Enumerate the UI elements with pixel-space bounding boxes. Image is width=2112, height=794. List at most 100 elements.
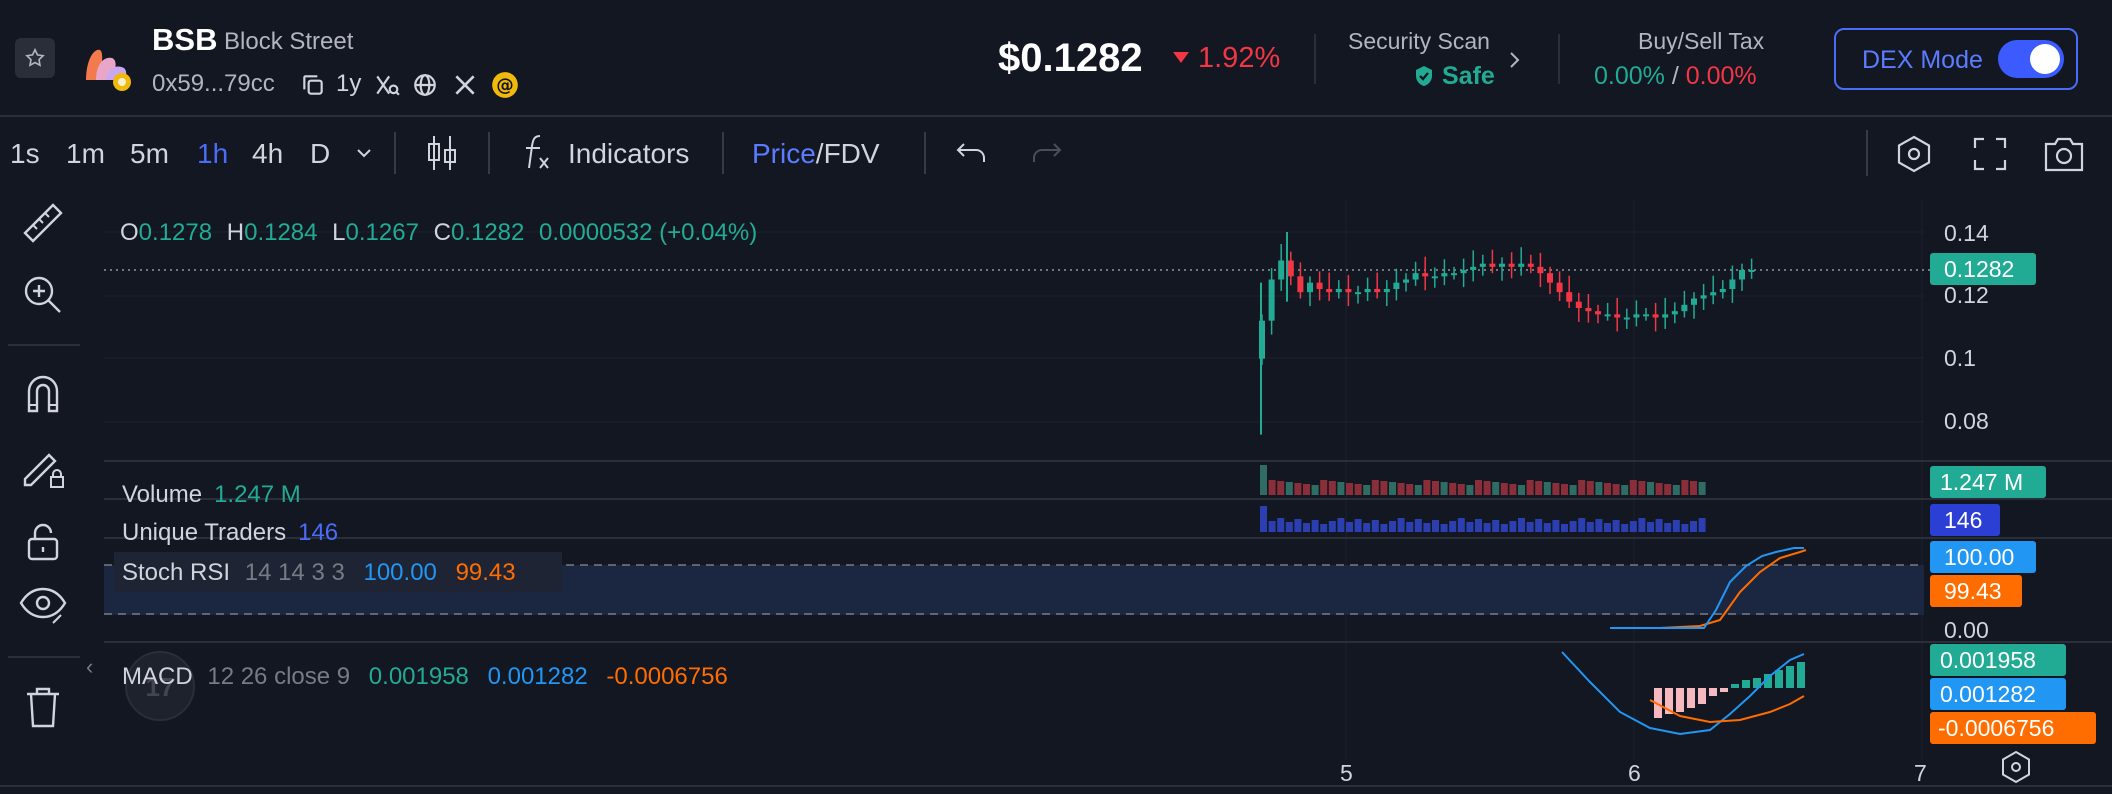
candle-body [1662, 314, 1669, 318]
volume-bar [1690, 481, 1697, 495]
volume-bar [1535, 481, 1543, 495]
tax-separator: / [1671, 62, 1679, 90]
interval-4h[interactable]: 4h [252, 138, 284, 169]
trash-icon[interactable] [16, 680, 70, 734]
volume-bar [1423, 480, 1431, 495]
price-chart[interactable]: O0.1278 H0.1284 L0.1267 C0.1282 0.000053… [0, 190, 2112, 794]
chevron-down-icon[interactable] [354, 146, 374, 165]
divider [488, 132, 490, 174]
favorite-button[interactable] [15, 38, 55, 78]
high-value: 0.1284 [244, 219, 317, 246]
candle-body [1297, 276, 1304, 293]
x-twitter-icon[interactable] [450, 70, 480, 100]
token-age: 1y [336, 70, 362, 97]
eye-icon[interactable] [16, 578, 70, 632]
candle-body [1470, 266, 1477, 270]
sell-tax: 0.00% [1685, 62, 1757, 90]
redo-icon[interactable] [1030, 138, 1064, 173]
volume-bar [1328, 481, 1336, 495]
traders-bar [1397, 518, 1405, 532]
price-option[interactable]: Price [752, 138, 816, 169]
interval-1m[interactable]: 1m [66, 138, 105, 169]
interval-1h[interactable]: 1h [197, 138, 229, 169]
price-badge [1930, 253, 2036, 285]
collapse-toolbar-icon[interactable]: ‹ [86, 654, 94, 679]
lock-drawing-icon[interactable] [16, 440, 70, 494]
traders-bar [1432, 520, 1439, 532]
indicators-button[interactable]: Indicators [568, 138, 690, 169]
stoch-label: Stoch RSI [122, 559, 230, 586]
divider [1558, 34, 1560, 84]
traders-bar [1268, 521, 1276, 532]
token-logo [80, 40, 132, 92]
stoch-d-value: 99.43 [456, 559, 516, 586]
unlock-icon[interactable] [16, 514, 70, 568]
stoch-k-line [1610, 547, 1804, 629]
buy-tax: 0.00% [1594, 62, 1665, 90]
traders-bar [1664, 523, 1672, 532]
tradingview-logo [125, 651, 195, 721]
macd-hist-bar [1764, 674, 1772, 688]
camera-icon[interactable] [2042, 134, 2086, 179]
volume-bar [1363, 485, 1371, 495]
price-fdv-switch[interactable]: Price/FDV [752, 138, 880, 170]
volume-bar [1698, 482, 1706, 495]
copy-icon[interactable] [298, 70, 328, 100]
volume-bar [1629, 480, 1637, 495]
candle-body [1595, 311, 1601, 315]
dex-toggle-switch[interactable] [1998, 40, 2064, 78]
low-value: 0.1267 [346, 219, 419, 246]
time-tick: 6 [1628, 760, 1641, 786]
traders-bar [1569, 521, 1577, 532]
price-change: 1.92% [1198, 42, 1281, 74]
traders-bar [1371, 520, 1379, 532]
volume-bar [1664, 484, 1672, 495]
macd-signal-badge [1930, 712, 2096, 744]
traders-bar [1621, 524, 1629, 532]
volume-bar [1552, 483, 1560, 495]
security-status[interactable]: Safe [1442, 62, 1495, 90]
candlestick-type-icon[interactable] [424, 134, 460, 177]
magnet-icon[interactable] [16, 366, 70, 420]
fullscreen-icon[interactable] [1972, 136, 2008, 177]
fdv-option[interactable]: FDV [823, 138, 880, 169]
volume-bar [1294, 483, 1302, 495]
macd-line-value: 0.001282 [488, 663, 588, 690]
undo-icon[interactable] [954, 138, 988, 173]
candle-body [1326, 289, 1333, 293]
settings-hexagon-icon[interactable] [1894, 134, 1934, 179]
at-sign-icon[interactable]: @ [490, 70, 520, 100]
zoom-in-icon[interactable] [16, 268, 70, 322]
traders-badge-text: 146 [1944, 507, 1982, 533]
macd-hist-badge [1930, 644, 2066, 676]
traders-bar [1604, 523, 1611, 532]
chevron-right-icon[interactable] [1508, 50, 1522, 75]
volume-bar [1578, 480, 1586, 495]
traders-bar [1552, 520, 1560, 532]
traders-value: 146 [298, 519, 338, 546]
axis-settings-icon[interactable] [2002, 750, 2030, 784]
candle-body [1508, 263, 1515, 267]
price-tick: 0.14 [1944, 220, 1989, 246]
x-search-icon[interactable] [372, 70, 402, 100]
volume-value: 1.247 M [214, 481, 301, 508]
macd-line-badge [1930, 678, 2066, 710]
candle-body [1364, 289, 1371, 293]
function-icon[interactable] [520, 132, 554, 177]
ruler-icon[interactable] [16, 196, 70, 250]
dex-mode-toggle[interactable]: DEX Mode [1834, 28, 2078, 90]
traders-bar [1354, 519, 1362, 532]
divider [924, 132, 926, 174]
volume-bar [1621, 485, 1629, 495]
globe-icon[interactable] [410, 70, 440, 100]
volume-bar [1672, 485, 1680, 495]
interval-1s[interactable]: 1s [10, 138, 40, 169]
candle-body [1412, 273, 1419, 280]
traders-bar [1389, 521, 1396, 532]
interval-d[interactable]: D [310, 138, 331, 169]
interval-5m[interactable]: 5m [130, 138, 169, 169]
stoch-k-badge [1930, 541, 2036, 573]
traders-bar [1672, 520, 1680, 532]
close-value: 0.1282 [451, 219, 524, 246]
volume-bar [1500, 483, 1508, 495]
